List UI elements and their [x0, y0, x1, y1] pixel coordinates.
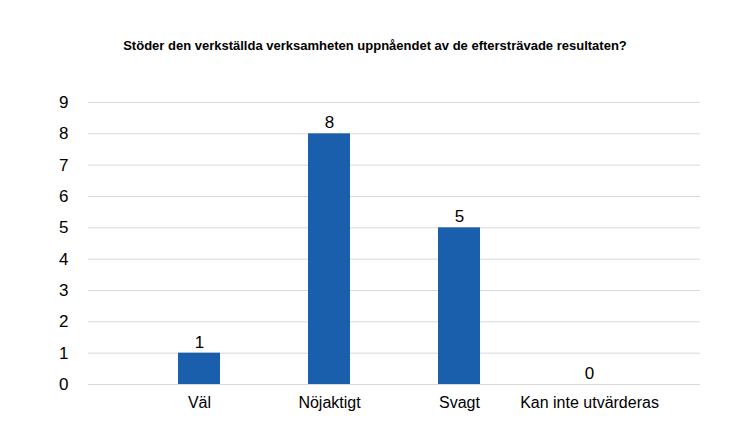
svg-text:Nöjaktigt: Nöjaktigt	[298, 394, 361, 411]
svg-text:1: 1	[59, 344, 68, 363]
svg-text:7: 7	[59, 156, 68, 175]
svg-text:4: 4	[59, 250, 68, 269]
svg-text:8: 8	[325, 113, 334, 132]
svg-text:5: 5	[455, 207, 464, 226]
svg-text:2: 2	[59, 312, 68, 331]
html-text:Stöder den verkställda verksam: Stöder den verkställda verksamheten uppn…	[123, 38, 627, 53]
svg-text:Svagt: Svagt	[439, 394, 480, 411]
svg-text:Kan inte utvärderas: Kan inte utvärderas	[520, 394, 659, 411]
svg-text:6: 6	[59, 187, 68, 206]
svg-text:8: 8	[59, 124, 68, 143]
svg-text:9: 9	[59, 93, 68, 112]
svg-text:5: 5	[59, 218, 68, 237]
svg-text:3: 3	[59, 281, 68, 300]
svg-text:1: 1	[195, 333, 204, 352]
svg-text:Väl: Väl	[188, 394, 211, 411]
svg-text:0: 0	[585, 364, 594, 383]
svg-text:0: 0	[59, 375, 68, 394]
